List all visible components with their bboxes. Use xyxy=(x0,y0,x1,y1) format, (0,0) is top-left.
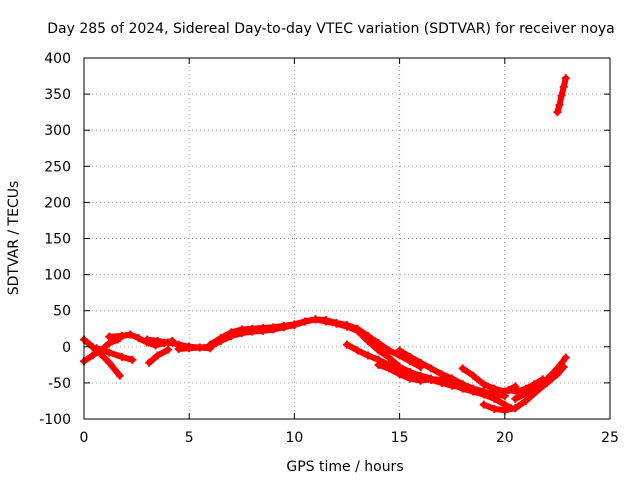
series-upper-track xyxy=(206,315,425,372)
grid xyxy=(84,58,610,419)
y-tick-label: 100 xyxy=(44,268,71,284)
series-late-rise-b xyxy=(505,375,547,396)
chart-title: Day 285 of 2024, Sidereal Day-to-day VTE… xyxy=(47,21,615,37)
data-series xyxy=(80,74,570,415)
y-tick-label: 200 xyxy=(44,195,71,211)
y-tick-label: 50 xyxy=(53,304,71,320)
y-tick-label: 0 xyxy=(62,340,71,356)
x-tick-label: 15 xyxy=(391,430,409,446)
x-axis-label: GPS time / hours xyxy=(286,459,403,475)
x-tick-label: 10 xyxy=(285,430,303,446)
y-tick-label: -100 xyxy=(39,412,71,428)
series-short-track-3h xyxy=(145,345,173,367)
y-axis-label: SDTVAR / TECUs xyxy=(6,181,22,296)
series-main-trend xyxy=(174,315,516,413)
x-tick-label: 25 xyxy=(601,430,619,446)
x-tick-label: 0 xyxy=(80,430,89,446)
y-tick-label: 300 xyxy=(44,123,71,139)
y-tick-label: 400 xyxy=(44,51,71,67)
series-track-15h xyxy=(395,346,509,400)
y-tick-label: -50 xyxy=(48,376,71,392)
series-line xyxy=(93,345,136,363)
axis-ticks: 0 5 10 15 20 25 -100 -50 0 50 100 150 200 250 300 350 40… xyxy=(39,51,619,446)
y-tick-label: 350 xyxy=(44,87,71,103)
x-tick-label: 20 xyxy=(496,430,514,446)
y-tick-label: 150 xyxy=(44,232,71,248)
series-early-diagonal-c xyxy=(92,344,137,364)
plot-frame xyxy=(83,57,611,420)
x-tick-label: 5 xyxy=(185,430,194,446)
series-outlier-high xyxy=(553,74,570,117)
y-tick-label: 250 xyxy=(44,159,71,175)
series-track-19h xyxy=(479,363,568,415)
